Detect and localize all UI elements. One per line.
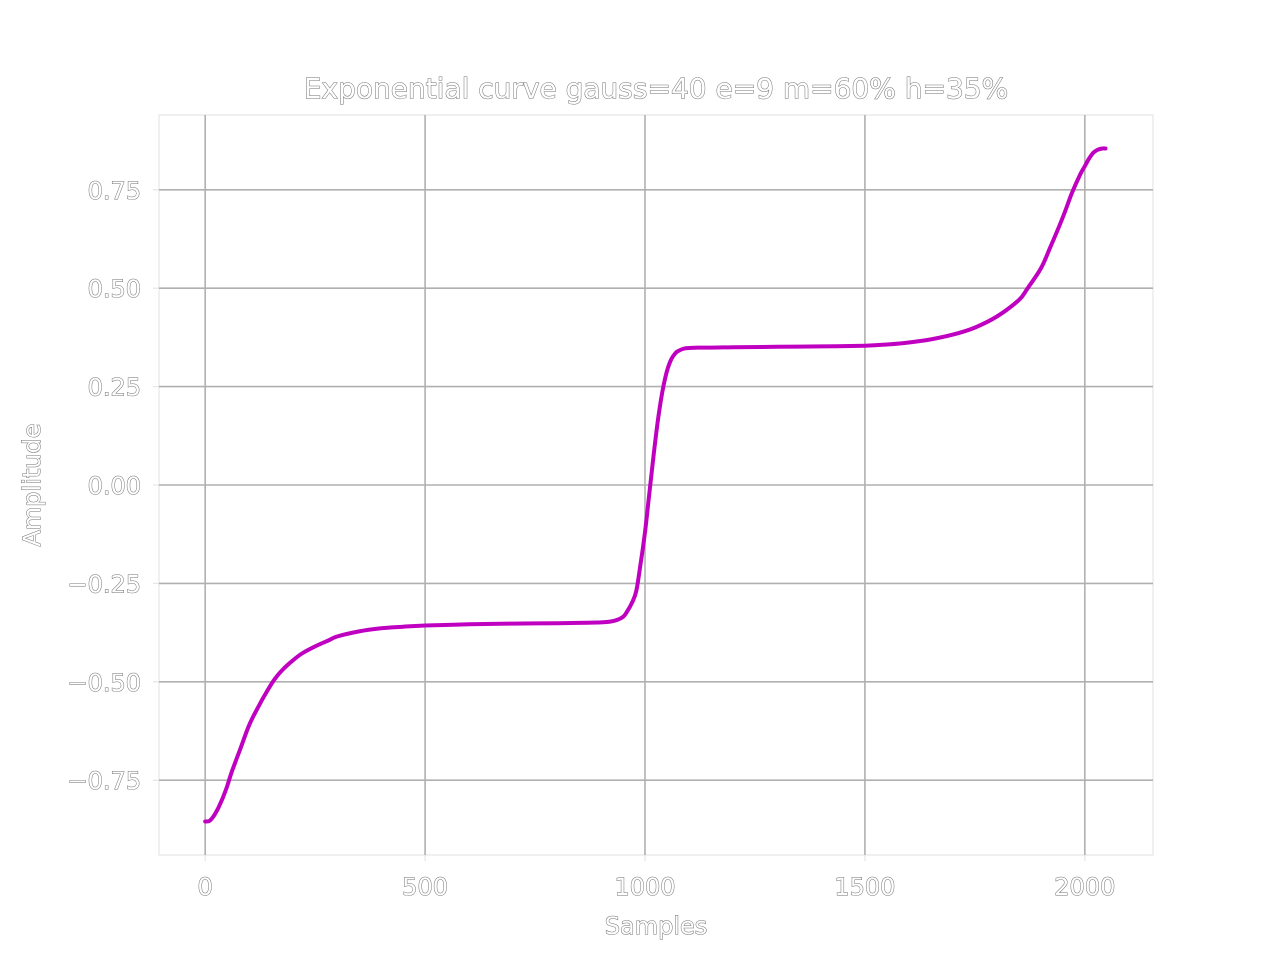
grid (159, 115, 1153, 855)
series-line (203, 146, 1108, 824)
x-tick-label: 1500 (834, 873, 895, 901)
y-tick-label: −0.75 (67, 767, 141, 795)
y-axis-label: Amplitude (18, 424, 46, 547)
x-axis-label: Samples (605, 912, 708, 940)
y-tick-label: 0.00 (88, 472, 141, 500)
y-tick-label: 0.50 (88, 275, 141, 303)
x-tick-label: 0 (198, 873, 213, 901)
y-tick-label: −0.50 (67, 669, 141, 697)
x-axis-ticks: 0 500 1000 1500 2000 (197, 855, 1116, 902)
chart-title: Exponential curve gauss=40 e=9 m=60% h=3… (304, 72, 1008, 105)
y-tick-label: −0.25 (67, 570, 141, 598)
series-layer (203, 146, 1108, 824)
y-axis-ticks: 0.75 0.50 0.25 0.00 −0.25 −0.50 −0.75 (67, 176, 159, 796)
x-tick-label: 2000 (1054, 873, 1115, 901)
y-tick-label: 0.25 (88, 374, 141, 402)
y-tick-label: 0.75 (88, 177, 141, 205)
x-tick-label: 1000 (614, 873, 675, 901)
x-tick-label: 500 (402, 873, 448, 901)
